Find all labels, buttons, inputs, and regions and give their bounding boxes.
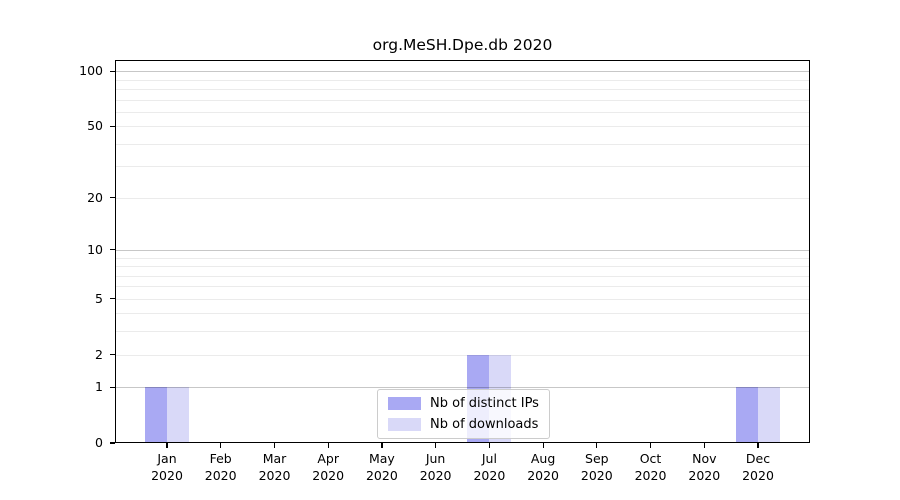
gridline-major <box>115 387 810 389</box>
y-tick-label: 5 <box>95 290 103 306</box>
x-tick-mark <box>542 443 544 448</box>
y-tick-label: 1 <box>95 379 103 395</box>
x-tick-month: Aug <box>530 451 556 466</box>
x-tick-year: 2020 <box>151 467 183 483</box>
gridline-minor <box>115 143 810 145</box>
x-tick-month: May <box>368 451 395 466</box>
gridline-major <box>115 71 810 73</box>
y-tick-label: 100 <box>79 63 103 79</box>
gridline-minor <box>115 257 810 259</box>
gridline-minor <box>115 79 810 81</box>
gridline-minor <box>115 99 810 101</box>
gridline-minor <box>115 111 810 113</box>
x-tick-mark <box>649 443 652 448</box>
y-tick-mark <box>110 70 115 72</box>
x-tick-month: Sep <box>585 451 609 466</box>
x-tick-mark <box>381 443 383 448</box>
x-tick-label: Nov 2020 <box>672 451 736 485</box>
legend-swatch-distinct-ips <box>388 397 421 410</box>
x-tick-label: Jul 2020 <box>457 451 521 485</box>
y-tick-label: 2 <box>95 346 103 362</box>
y-tick-mark <box>110 125 115 127</box>
chart-title: org.MeSH.Dpe.db 2020 <box>372 36 553 54</box>
x-tick-label: Dec 2020 <box>726 451 790 485</box>
x-tick-label: Sep 2020 <box>565 451 629 485</box>
legend-label-distinct-ips: Nb of distinct IPs <box>430 396 539 411</box>
x-tick-month: Jan <box>157 451 177 466</box>
x-tick-mark <box>435 443 437 448</box>
y-tick-label: 10 <box>87 241 103 257</box>
x-tick-year: 2020 <box>204 467 237 483</box>
x-tick-month: Apr <box>317 451 339 466</box>
x-tick-month: Mar <box>262 451 287 466</box>
bar-distinct-ips <box>145 387 167 443</box>
gridline-minor <box>115 298 810 300</box>
gridline-minor <box>115 286 810 288</box>
legend-label-downloads: Nb of downloads <box>430 417 539 432</box>
x-tick-year: 2020 <box>742 467 774 483</box>
x-tick-label: Jun 2020 <box>404 451 468 485</box>
x-tick-mark <box>596 443 598 448</box>
bar-distinct-ips <box>736 387 758 443</box>
x-tick-mark <box>757 443 759 448</box>
plot-border <box>115 60 810 443</box>
y-tick-label: 50 <box>87 118 103 134</box>
x-tick-mark <box>703 443 705 448</box>
x-tick-year: 2020 <box>527 467 559 483</box>
y-tick-mark <box>110 442 115 444</box>
x-tick-month: Nov <box>692 451 717 466</box>
y-tick-label: 20 <box>87 189 103 205</box>
gridline-minor <box>115 197 810 199</box>
x-tick-month: Dec <box>745 451 771 466</box>
x-tick-label: Mar 2020 <box>243 451 307 485</box>
x-tick-mark <box>488 443 491 448</box>
legend: Nb of distinct IPs Nb of downloads <box>377 389 550 439</box>
gridline-minor <box>115 126 810 128</box>
gridline-minor <box>115 275 810 277</box>
legend-swatch-downloads <box>388 418 421 431</box>
gridline-minor <box>115 88 810 90</box>
x-tick-label: Jan 2020 <box>135 451 199 485</box>
y-tick-mark <box>110 386 115 388</box>
gridline-minor <box>115 313 810 315</box>
y-tick-label: 0 <box>95 435 103 450</box>
x-tick-year: 2020 <box>473 467 506 483</box>
y-tick-mark <box>110 197 115 199</box>
y-tick-mark <box>110 249 115 251</box>
x-tick-year: 2020 <box>258 467 291 483</box>
x-tick-label: May 2020 <box>350 451 414 485</box>
x-tick-label: Aug 2020 <box>511 451 575 485</box>
plot-area: Nb of distinct IPs Nb of downloads <box>115 60 810 443</box>
gridline-minor <box>115 354 810 356</box>
x-tick-month: Jun <box>425 451 446 466</box>
x-tick-year: 2020 <box>580 467 613 483</box>
legend-row: Nb of downloads <box>388 417 539 432</box>
x-tick-year: 2020 <box>312 467 345 483</box>
gridline-minor <box>115 266 810 267</box>
gridline-minor <box>115 331 810 333</box>
bar-downloads <box>167 387 189 443</box>
x-tick-month: Feb <box>209 451 232 466</box>
x-tick-mark <box>166 443 168 448</box>
x-tick-year: 2020 <box>365 467 398 483</box>
y-tick-mark <box>110 298 115 300</box>
x-tick-label: Apr 2020 <box>296 451 360 485</box>
x-tick-year: 2020 <box>419 467 452 483</box>
x-tick-month: Oct <box>639 451 662 466</box>
x-tick-label: Feb 2020 <box>189 451 253 485</box>
x-tick-mark <box>273 443 276 448</box>
x-tick-year: 2020 <box>688 467 721 483</box>
legend-row: Nb of distinct IPs <box>388 396 539 411</box>
y-tick-mark <box>110 353 115 356</box>
x-tick-month: Jul <box>481 451 497 466</box>
x-tick-mark <box>327 443 329 448</box>
bar-downloads <box>758 387 780 443</box>
x-tick-year: 2020 <box>634 467 667 483</box>
gridline-minor <box>115 166 810 168</box>
gridline-major <box>115 249 810 251</box>
x-tick-mark <box>220 443 222 448</box>
x-tick-label: Oct 2020 <box>619 451 683 485</box>
